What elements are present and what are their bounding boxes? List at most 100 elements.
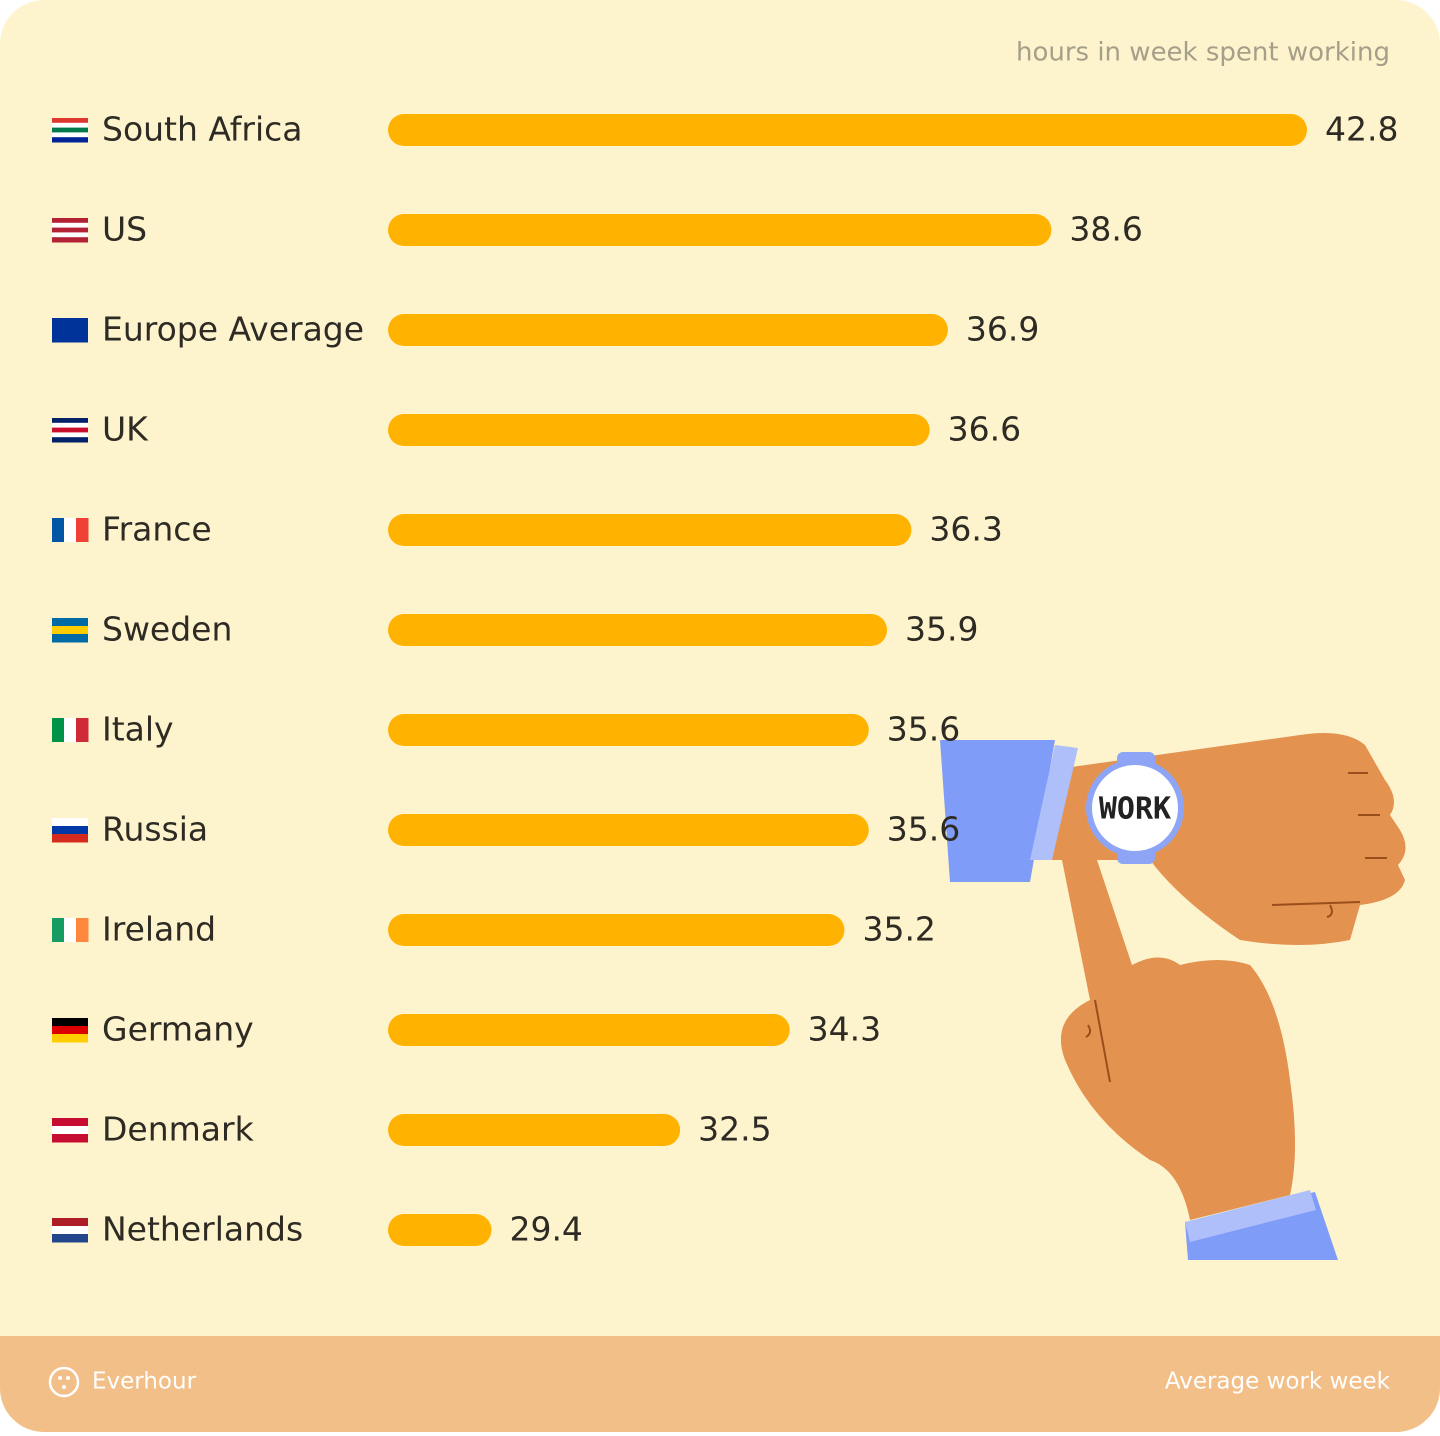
flag (52, 818, 88, 843)
bar (388, 214, 1052, 246)
value-label: 36.9 (966, 310, 1039, 349)
flag-stripe (52, 1034, 88, 1043)
watch-face (1086, 759, 1184, 857)
category-label: Ireland (102, 910, 216, 949)
bar (388, 1014, 790, 1046)
bar (388, 414, 930, 446)
footer-brand: Everhour (92, 1369, 197, 1395)
flag-stripe (52, 118, 88, 124)
flag-stripe (52, 626, 88, 635)
category-label: US (102, 210, 147, 249)
bar (388, 114, 1307, 146)
flag-stripe (76, 718, 89, 742)
flag-stripe (52, 418, 88, 424)
bar (388, 914, 845, 946)
bar (388, 814, 869, 846)
flag-stripe (52, 232, 88, 238)
value-label: 35.6 (887, 810, 960, 849)
flag-stripe (52, 826, 88, 835)
flag-stripe (52, 1218, 88, 1227)
subtitle: hours in week spent working (1016, 38, 1390, 68)
category-label: Germany (102, 1010, 254, 1049)
bar (388, 314, 948, 346)
value-label: 42.8 (1325, 110, 1398, 149)
category-label: France (102, 510, 212, 549)
category-label: Denmark (102, 1110, 255, 1149)
category-label: Italy (102, 710, 174, 749)
value-label: 36.6 (948, 410, 1021, 449)
flag-stripe (76, 918, 89, 942)
flag-stripe (52, 1018, 88, 1027)
footer-caption: Average work week (1165, 1369, 1391, 1395)
flag-stripe (52, 127, 88, 133)
cuff (1030, 745, 1078, 860)
category-label: Netherlands (102, 1210, 303, 1249)
flag-stripe (52, 918, 65, 942)
flag (52, 618, 88, 643)
category-label: UK (102, 410, 149, 449)
finger-lines (1085, 999, 1111, 1083)
hand-lines (1271, 772, 1387, 918)
lower-cuff (1185, 1190, 1316, 1242)
flag (52, 218, 88, 243)
value-label: 36.3 (929, 510, 1002, 549)
flag-stripe (52, 218, 88, 224)
value-label: 38.6 (1069, 210, 1142, 249)
flag-stripe (52, 137, 88, 143)
flag-stripe (52, 422, 88, 429)
flag-stripe (52, 818, 88, 827)
value-label: 34.3 (808, 1010, 881, 1049)
sleeve (940, 740, 1055, 882)
flag-stripe (52, 1126, 88, 1135)
flag-stripe (64, 718, 77, 742)
value-label: 35.9 (905, 610, 978, 649)
value-label: 29.4 (509, 1210, 582, 1249)
value-label: 35.6 (887, 710, 960, 749)
bar (388, 614, 888, 646)
flag (52, 1118, 88, 1143)
watch-text: WORK (1099, 792, 1171, 827)
flag-stripe (52, 1134, 88, 1143)
value-label: 32.5 (698, 1110, 771, 1149)
category-label: South Africa (102, 110, 303, 149)
flag-stripe (52, 1226, 88, 1235)
flag-stripe (52, 432, 88, 438)
flag (52, 718, 89, 742)
flag (52, 118, 88, 143)
category-label: Europe Average (102, 310, 364, 349)
flag-stripe (52, 618, 88, 627)
flag-stripe (52, 227, 88, 233)
flag-stripe (52, 1026, 88, 1035)
flag-stripe (52, 122, 88, 129)
bar (388, 714, 869, 746)
flag-stripe (52, 132, 88, 138)
flag (52, 918, 89, 942)
flag-stripe (52, 718, 65, 742)
flag (52, 518, 89, 542)
flag-stripe (64, 518, 77, 542)
bar (388, 1214, 492, 1246)
flag-stripe (64, 918, 77, 942)
flag-stripe (52, 437, 88, 443)
flag-stripe (76, 518, 89, 542)
flag-stripe (52, 634, 88, 643)
category-label: Russia (102, 810, 208, 849)
footer-logo (48, 1366, 80, 1398)
flag (52, 1018, 88, 1043)
flag (52, 1218, 88, 1243)
flag-stripe (52, 1118, 88, 1127)
flag (52, 318, 88, 343)
category-label: Sweden (102, 610, 232, 649)
footer-band (0, 1336, 1440, 1432)
flag-stripe (52, 427, 88, 433)
flag-stripe (52, 318, 88, 343)
illustration: WORK (940, 732, 1406, 1260)
flag (52, 418, 88, 443)
bar (388, 514, 912, 546)
flag-stripe (52, 237, 88, 243)
flag-stripe (52, 518, 65, 542)
flag-stripe (52, 1234, 88, 1243)
pointing-hand (1060, 837, 1295, 1220)
value-label: 35.2 (862, 910, 935, 949)
